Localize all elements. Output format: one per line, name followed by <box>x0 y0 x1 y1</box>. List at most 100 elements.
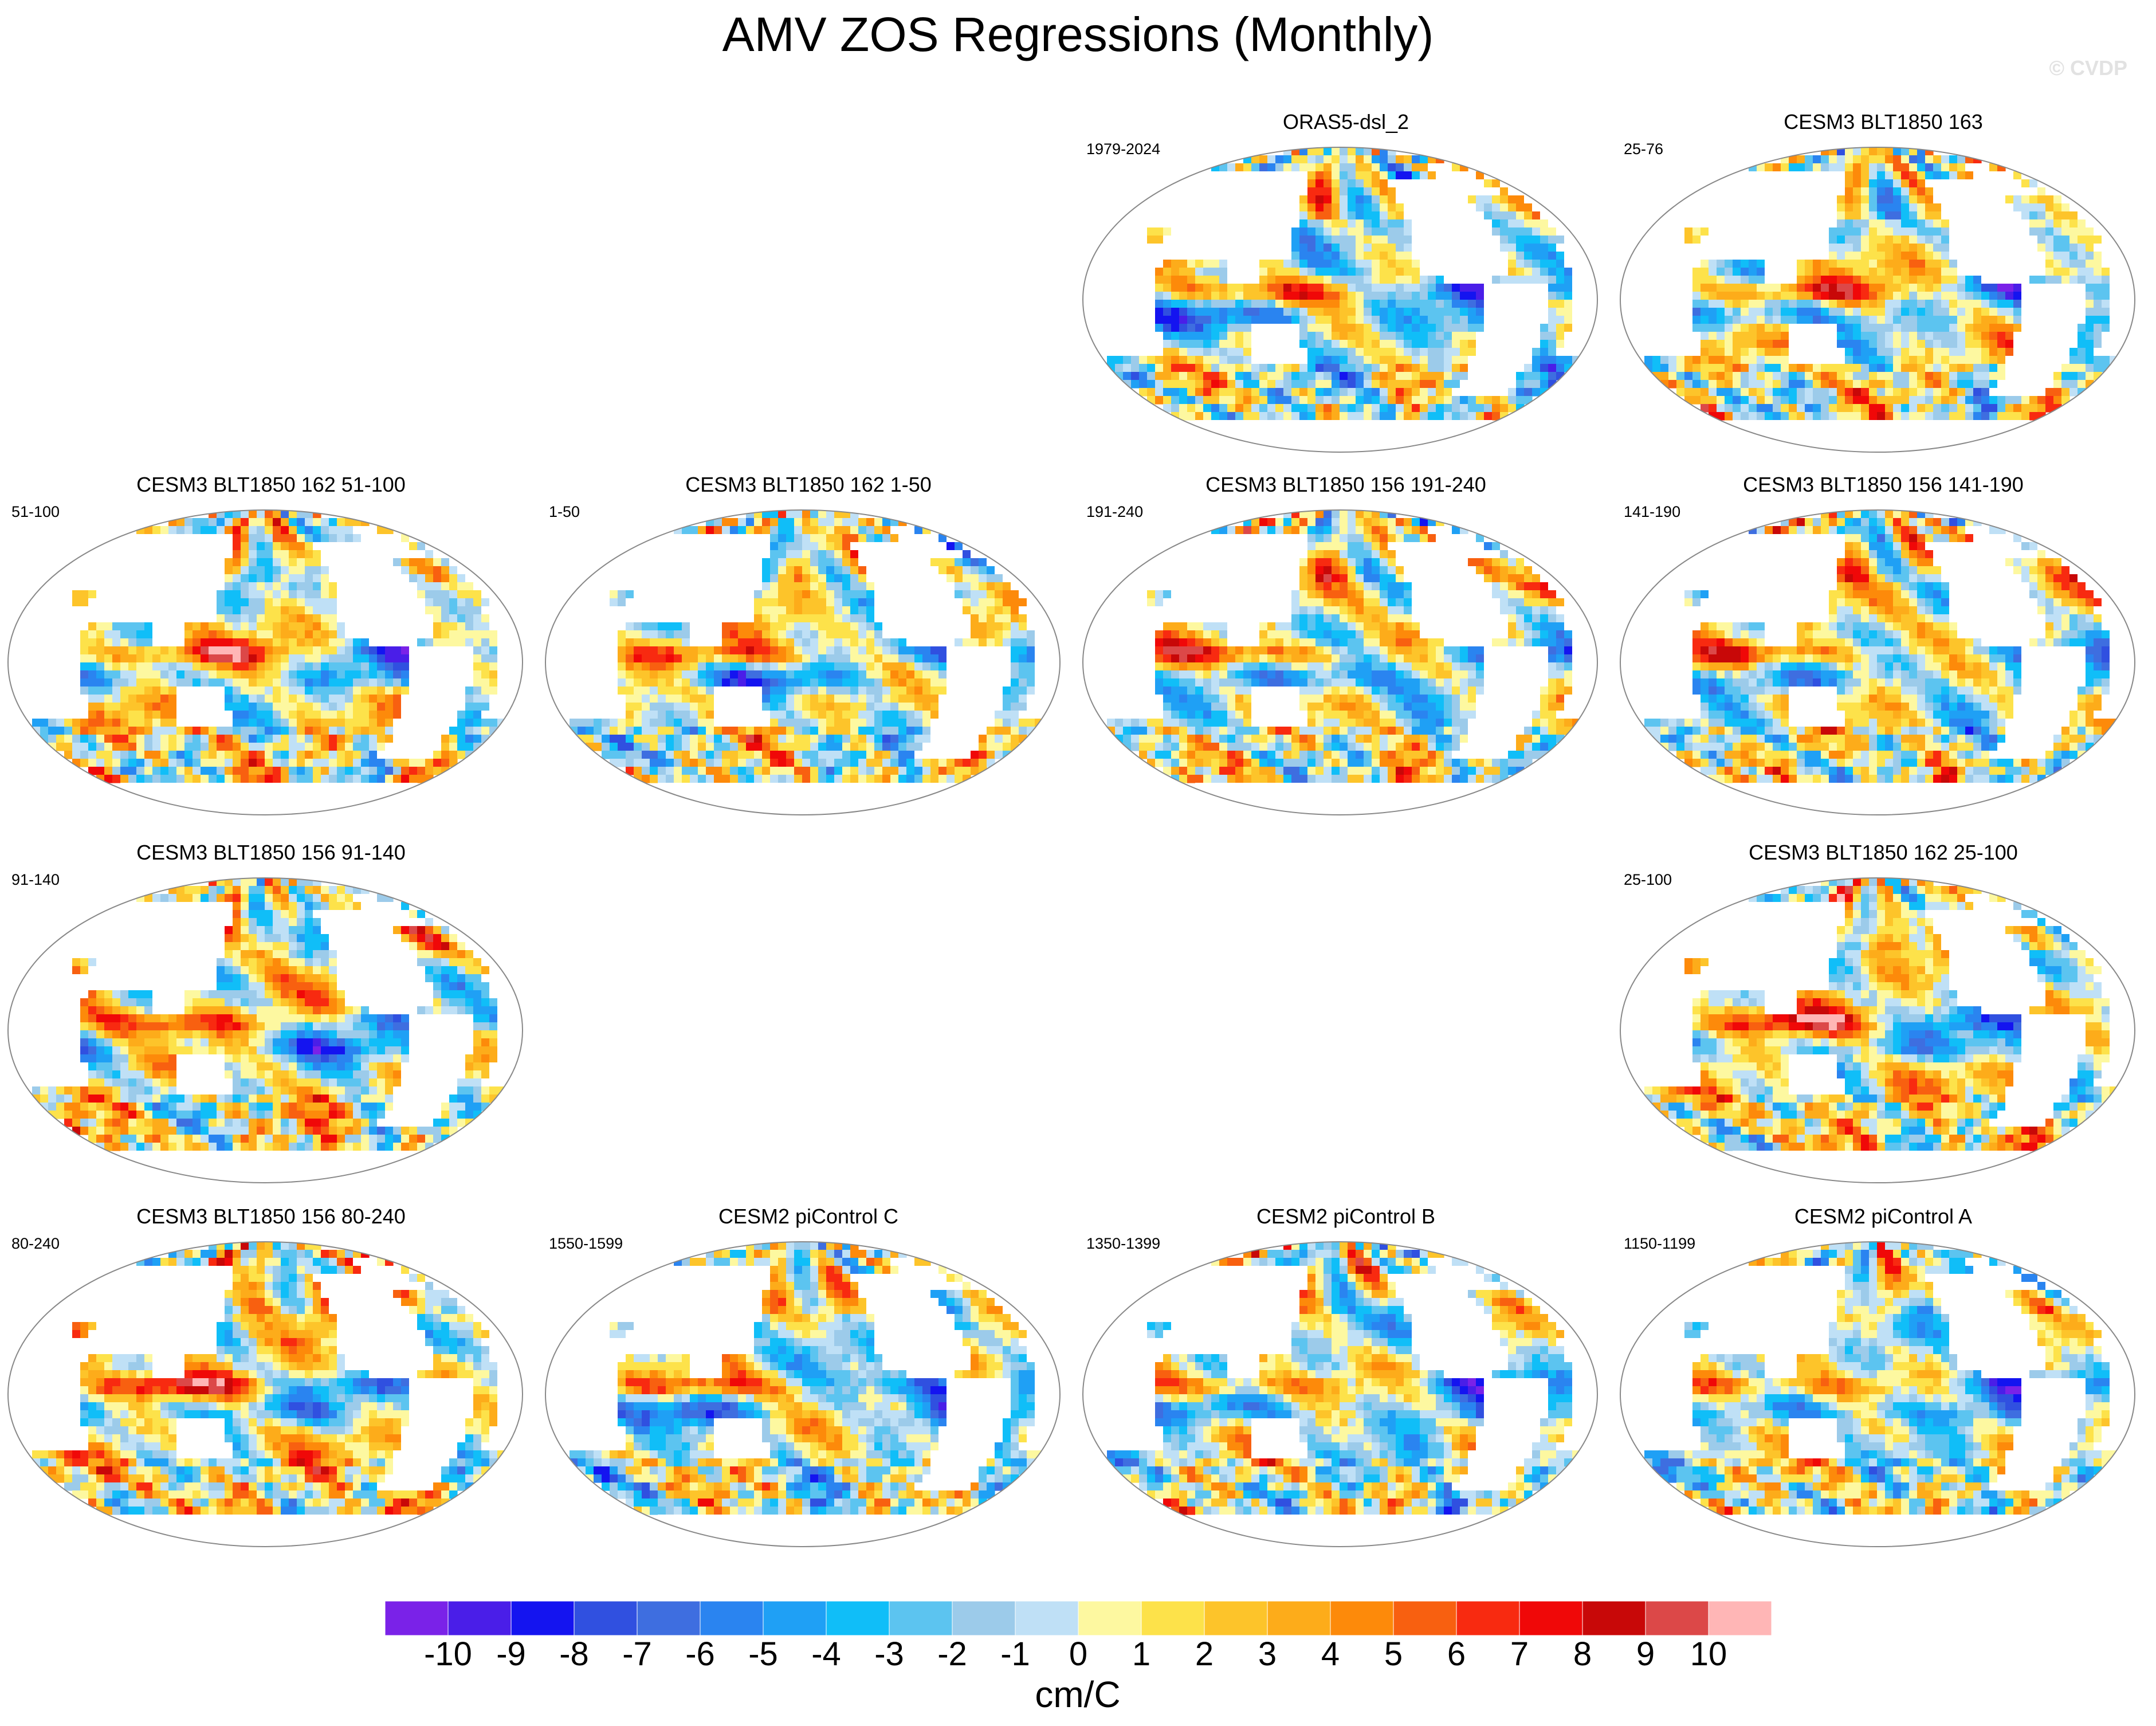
colorbar-tick-label: -1 <box>1000 1638 1030 1671</box>
colorbar-swatch <box>763 1601 827 1636</box>
map-panel-p5: CESM3 BLT1850 156 191-240 191-240 <box>1079 474 1612 841</box>
map-field <box>8 878 522 1183</box>
colorbar-swatch <box>1267 1601 1331 1636</box>
colorbar-swatch <box>1645 1601 1709 1636</box>
map-field <box>1620 510 2134 815</box>
colorbar-tick-label: -7 <box>622 1638 652 1671</box>
colorbar-swatch <box>700 1601 764 1636</box>
panel-title: CESM3 BLT1850 156 141-190 <box>1617 474 2150 495</box>
map-border <box>1082 509 1598 815</box>
regression-map <box>7 1241 523 1547</box>
panel-period: 1550-1599 <box>549 1236 623 1252</box>
map-panel-p9: CESM3 BLT1850 156 80-240 80-240 <box>5 1206 537 1573</box>
colorbar-tick-label: 3 <box>1258 1638 1277 1671</box>
regression-map <box>1082 509 1598 815</box>
colorbar-swatch <box>574 1601 638 1636</box>
map-border <box>7 509 523 815</box>
panel-title: CESM3 BLT1850 162 1-50 <box>542 474 1075 495</box>
map-field <box>1083 147 1597 452</box>
colorbar-swatch <box>952 1601 1016 1636</box>
regression-map <box>1082 147 1598 453</box>
colorbar-tick-label: 6 <box>1447 1638 1466 1671</box>
colorbar-swatch <box>384 1601 449 1636</box>
colorbar-tick-label: -2 <box>937 1638 967 1671</box>
panel-title: CESM3 BLT1850 162 25-100 <box>1617 842 2150 863</box>
panel-period: 25-100 <box>1624 872 1672 888</box>
map-field <box>1620 147 2134 452</box>
colorbar-swatch <box>510 1601 575 1636</box>
colorbar-swatch <box>1393 1601 1457 1636</box>
colorbar-tick-label: 8 <box>1573 1638 1592 1671</box>
colorbar-tick-label: 1 <box>1132 1638 1150 1671</box>
panel-period: 1150-1199 <box>1624 1236 1695 1252</box>
colorbar-swatch <box>637 1601 701 1636</box>
panel-period: 1-50 <box>549 504 580 520</box>
map-border <box>1620 147 2135 453</box>
map-field <box>1620 878 2134 1183</box>
colorbar-tick-label: -4 <box>811 1638 841 1671</box>
colorbar-swatch <box>1330 1601 1394 1636</box>
panel-period: 51-100 <box>11 504 60 520</box>
colorbar-tick-label: -10 <box>424 1638 472 1671</box>
map-panel-p1: ORAS5-dsl_2 1979-2024 <box>1079 112 1612 478</box>
regression-map <box>1620 1241 2135 1547</box>
colorbar-swatch <box>826 1601 890 1636</box>
map-border <box>1082 1241 1598 1547</box>
map-panel-p8: CESM3 BLT1850 162 25-100 25-100 <box>1617 842 2150 1209</box>
colorbar-tick-label: 4 <box>1321 1638 1340 1671</box>
colorbar-swatch <box>1456 1601 1520 1636</box>
map-border <box>1620 1241 2135 1547</box>
regression-map <box>1620 509 2135 815</box>
map-panel-p7: CESM3 BLT1850 156 91-140 91-140 <box>5 842 537 1209</box>
colorbar-tick-label: 9 <box>1636 1638 1655 1671</box>
colorbar-units: cm/C <box>1035 1676 1120 1713</box>
map-panel-p3: CESM3 BLT1850 162 51-100 51-100 <box>5 474 537 841</box>
colorbar-tick-label: 5 <box>1384 1638 1403 1671</box>
map-border <box>1082 147 1598 453</box>
colorbar-swatch <box>1708 1601 1772 1636</box>
map-border <box>1620 877 2135 1183</box>
regression-map <box>7 509 523 815</box>
colorbar-swatch <box>1204 1601 1268 1636</box>
panel-title: CESM3 BLT1850 163 <box>1617 112 2150 132</box>
panel-period: 1979-2024 <box>1086 142 1160 157</box>
panel-period: 91-140 <box>11 872 60 888</box>
panel-title: CESM2 piControl B <box>1079 1206 1612 1227</box>
map-field <box>545 510 1059 815</box>
panel-period: 141-190 <box>1624 504 1680 520</box>
map-panel-p6: CESM3 BLT1850 156 141-190 141-190 <box>1617 474 2150 841</box>
map-field <box>1620 1242 2134 1547</box>
map-panel-p12: CESM2 piControl A 1150-1199 <box>1617 1206 2150 1573</box>
panel-title: CESM3 BLT1850 156 191-240 <box>1079 474 1612 495</box>
watermark: © CVDP <box>2049 56 2127 80</box>
map-panel-p4: CESM3 BLT1850 162 1-50 1-50 <box>542 474 1075 841</box>
map-border <box>7 1241 523 1547</box>
colorbar-tick-label: 2 <box>1195 1638 1214 1671</box>
regression-map <box>7 877 523 1183</box>
colorbar-tick-label: -5 <box>748 1638 778 1671</box>
colorbar-tick-label: 10 <box>1690 1638 1727 1671</box>
map-border <box>7 877 523 1183</box>
panel-title: CESM3 BLT1850 156 91-140 <box>5 842 537 863</box>
colorbar-tick-label: 0 <box>1069 1638 1087 1671</box>
regression-map <box>1082 1241 1598 1547</box>
chart-title: AMV ZOS Regressions (Monthly) <box>0 10 2156 58</box>
map-border <box>545 1241 1061 1547</box>
map-panel-p11: CESM2 piControl B 1350-1399 <box>1079 1206 1612 1573</box>
map-field <box>545 1242 1059 1547</box>
colorbar-tick-label: -3 <box>874 1638 904 1671</box>
panel-period: 1350-1399 <box>1086 1236 1160 1252</box>
colorbar-tick-label: -6 <box>685 1638 715 1671</box>
colorbar-swatch <box>1141 1601 1205 1636</box>
map-border <box>1620 509 2135 815</box>
panel-title: CESM3 BLT1850 162 51-100 <box>5 474 537 495</box>
regression-map <box>1620 877 2135 1183</box>
colorbar-swatch <box>1582 1601 1646 1636</box>
panel-period: 25-76 <box>1624 142 1663 157</box>
colorbar-swatch <box>1078 1601 1142 1636</box>
map-border <box>545 509 1061 815</box>
regression-map <box>1620 147 2135 453</box>
map-field <box>1083 510 1597 815</box>
